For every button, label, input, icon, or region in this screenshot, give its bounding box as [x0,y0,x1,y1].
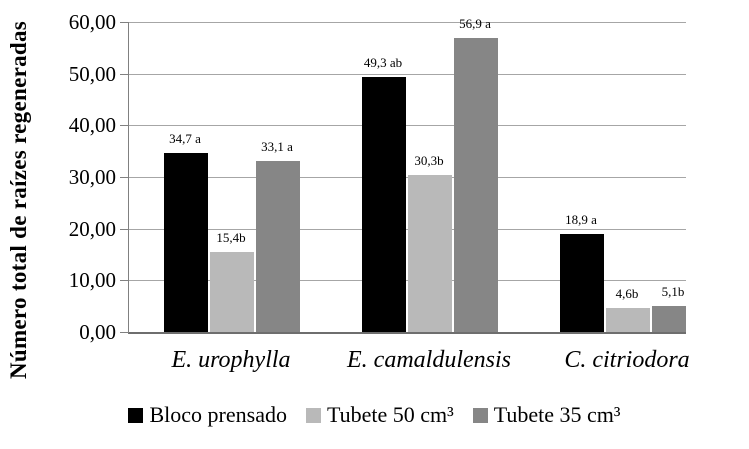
gridline [129,177,686,178]
gridline [129,125,686,126]
bar [256,161,300,332]
bar [164,153,208,332]
gridline [129,22,686,23]
bar [362,77,406,332]
y-axis-tick [120,125,129,126]
y-tick-label: 10,00 [68,268,116,292]
bar [408,175,452,332]
legend-label: Tubete 50 cm³ [326,402,454,427]
legend-label: Tubete 35 cm³ [493,402,621,427]
y-axis-tick [120,229,129,230]
legend-swatch [472,407,488,423]
y-axis-tick [120,280,129,281]
legend-swatch [305,407,321,423]
gridline [129,74,686,75]
legend-item: Tubete 50 cm³ [305,402,454,428]
y-tick-label: 60,00 [68,10,116,34]
y-tick-label: 0,00 [79,320,116,344]
gridline [129,229,686,230]
y-tick-label: 30,00 [68,165,116,189]
bar [606,308,650,332]
legend-item: Bloco prensado [128,402,287,428]
legend-label: Bloco prensado [149,402,287,427]
legend-swatch [128,407,144,423]
y-tick-label: 20,00 [68,217,116,241]
plot-area [128,22,686,334]
y-tick-label: 40,00 [68,113,116,137]
x-category-label: C. citriodora [564,347,690,373]
y-axis-tick [120,74,129,75]
x-category-label: E. camaldulensis [347,347,511,373]
y-tick-label: 50,00 [68,62,116,86]
y-axis-tick [120,177,129,178]
y-axis-title: Número total de raízes regeneradas [6,20,31,380]
bar [560,234,604,332]
y-axis-tick [120,332,129,333]
bar [210,252,254,332]
legend: Bloco prensado Tubete 50 cm³ Tubete 35 cm³ [0,402,749,428]
bar [454,38,498,332]
bar [652,306,686,332]
y-axis-tick [120,22,129,23]
gridline [129,280,686,281]
x-category-label: E. urophylla [171,347,291,373]
legend-item: Tubete 35 cm³ [472,402,621,428]
